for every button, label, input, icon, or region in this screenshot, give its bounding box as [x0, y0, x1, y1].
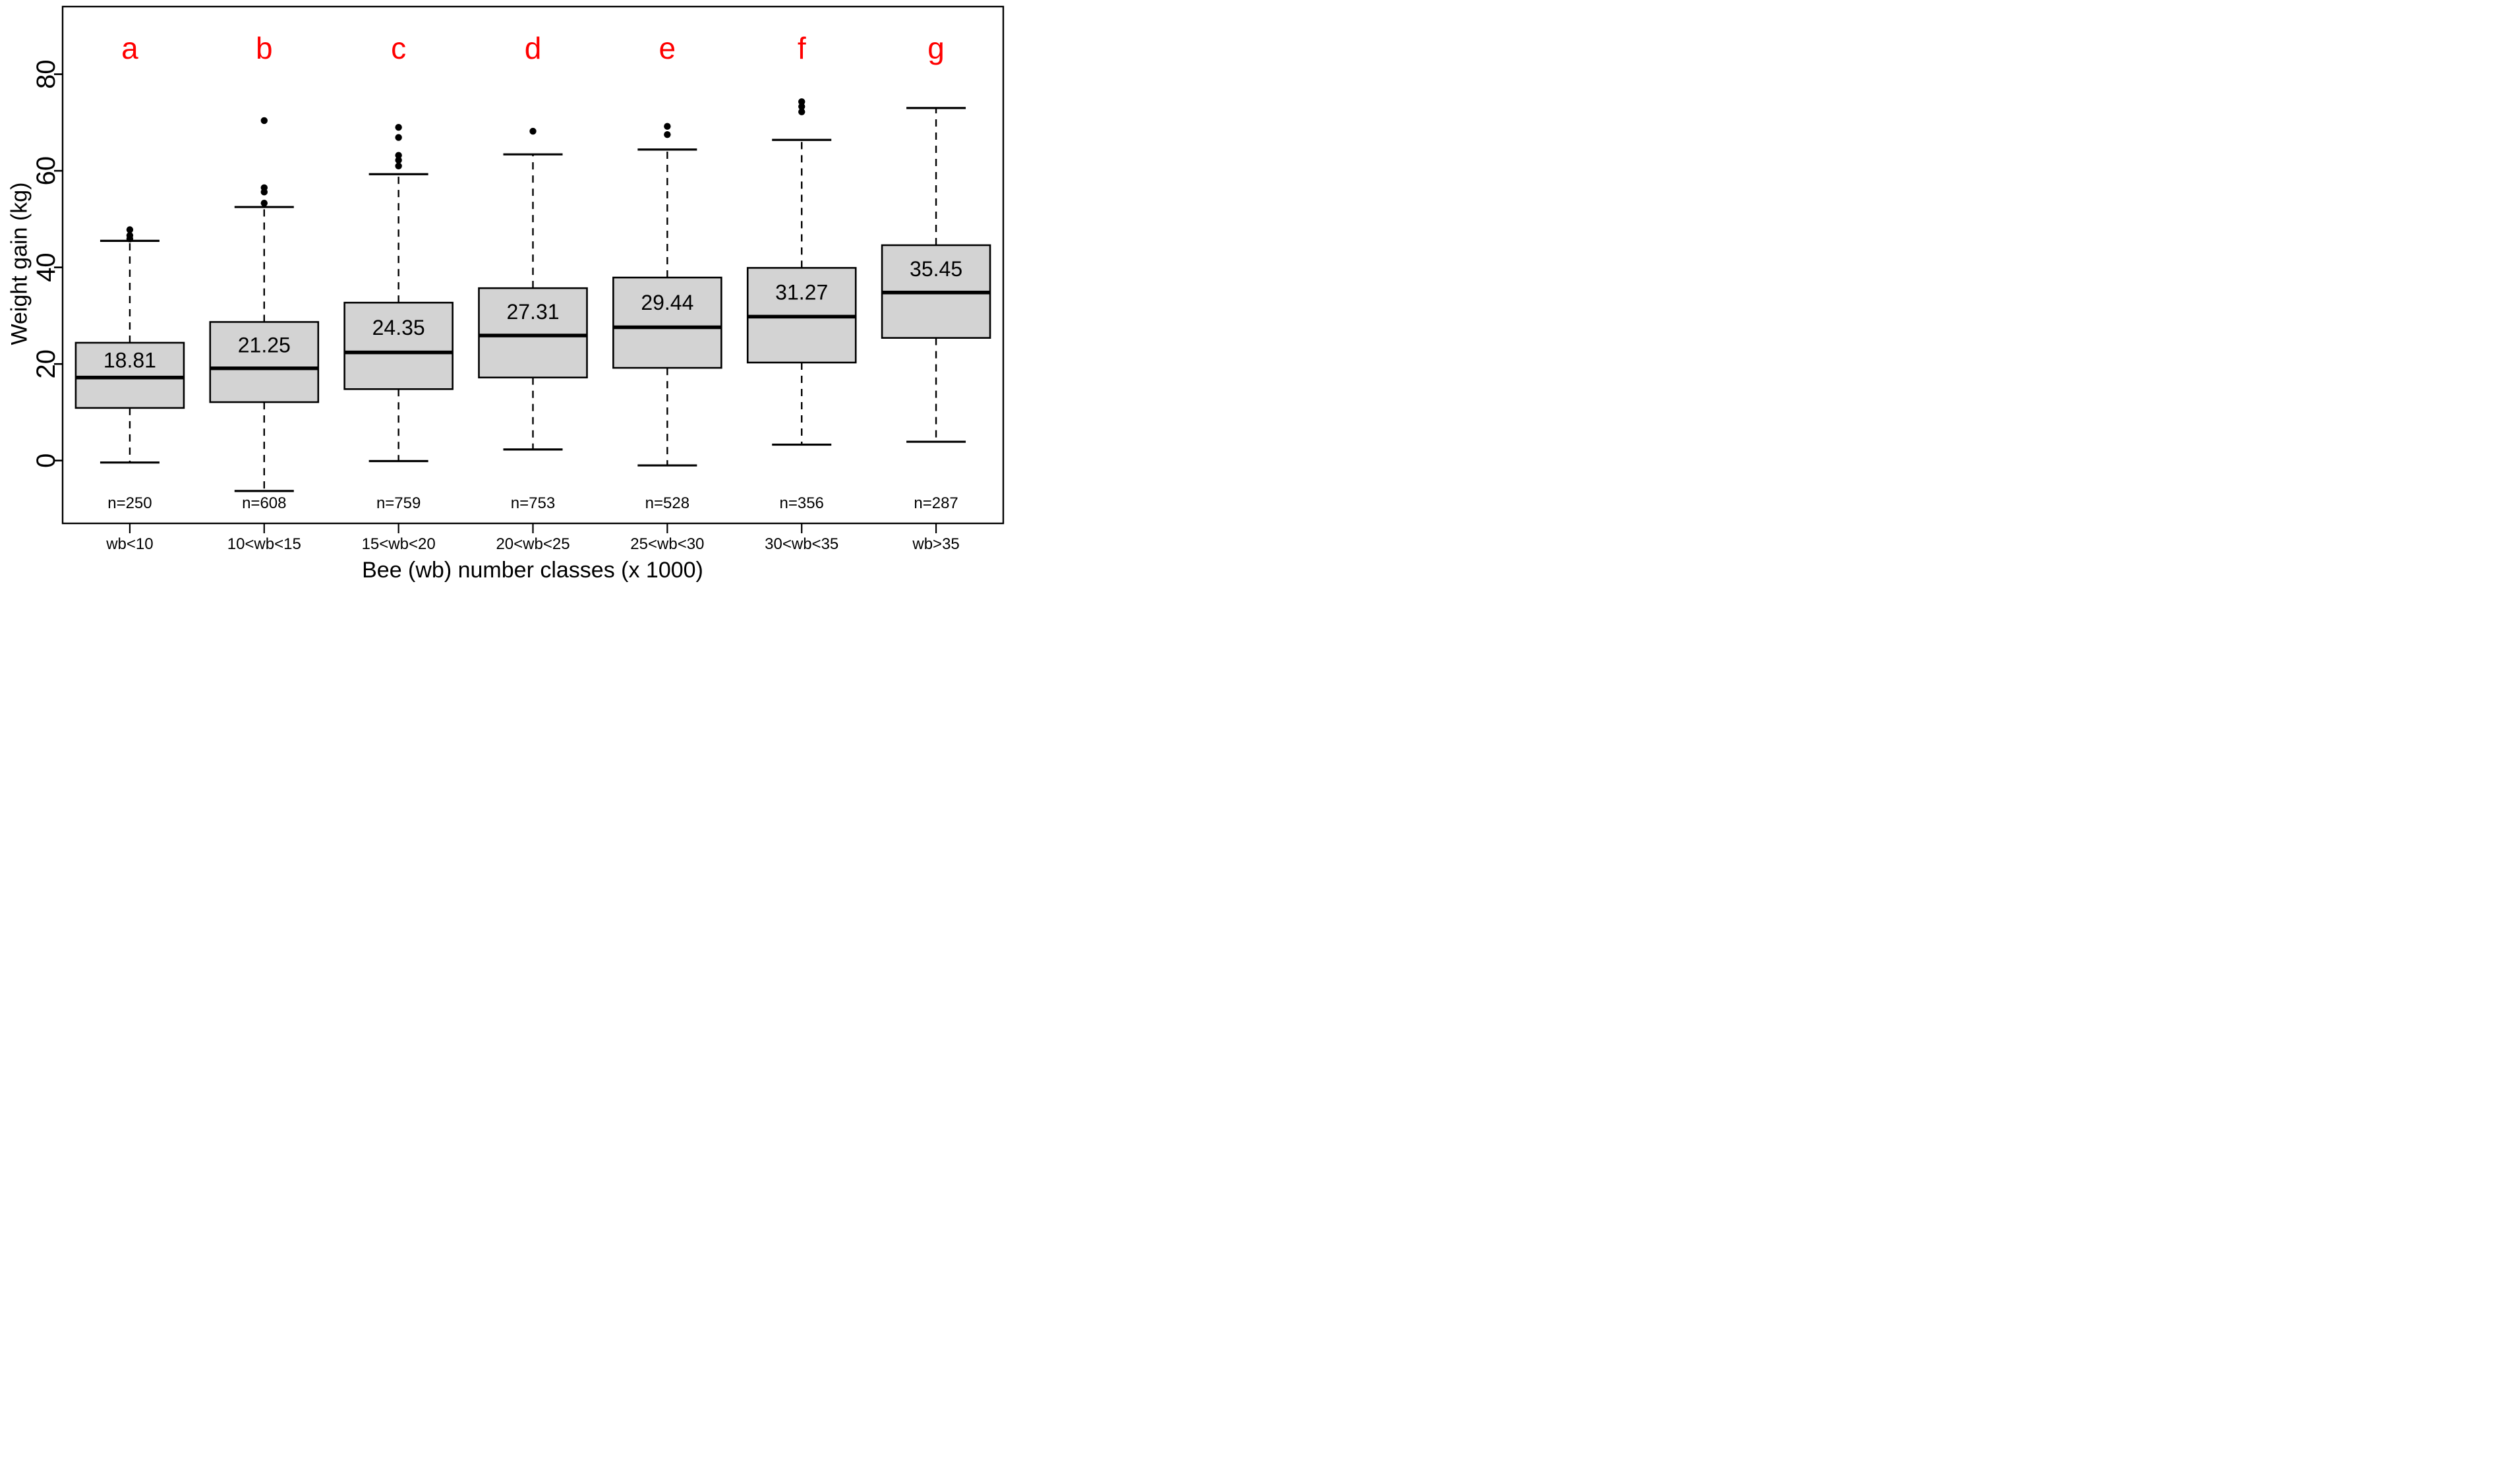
- mean-value-label: 18.81: [103, 348, 156, 372]
- outlier-dot: [395, 156, 402, 164]
- outlier-dot: [260, 200, 268, 207]
- sample-size-label: n=356: [780, 494, 824, 512]
- boxplot-figure: 0 20 40 60 80 18.81 a n=250 wb<10 21.25 b n=608 10<w…: [0, 0, 1008, 585]
- significance-letter: c: [391, 31, 406, 65]
- boxplot-canvas: 0 20 40 60 80 18.81 a n=250 wb<10 21.25 b n=608 10<w…: [32, 5, 1005, 553]
- outlier-dot: [395, 152, 402, 159]
- mean-value-label: 35.45: [910, 257, 962, 281]
- significance-letter: b: [256, 31, 273, 65]
- sample-size-label: n=753: [511, 494, 555, 512]
- outlier-dot: [664, 123, 671, 130]
- iqr-box: [478, 287, 588, 379]
- mean-value-label: 27.31: [506, 300, 559, 324]
- outlier-dot: [126, 226, 134, 233]
- mean-value-label: 21.25: [238, 334, 291, 357]
- significance-letter: f: [798, 31, 806, 65]
- significance-letter: a: [121, 31, 138, 65]
- y-tick-label: 80: [32, 59, 61, 89]
- y-tick-label: 20: [32, 349, 61, 379]
- outlier-dot: [126, 232, 134, 239]
- y-axis-title: Weight gain (kg): [7, 182, 32, 345]
- sample-size-label: n=250: [107, 494, 152, 512]
- x-tick-label: 15<wb<20: [362, 535, 436, 553]
- mean-value-label: 29.44: [641, 291, 693, 314]
- x-tick-label: wb>35: [912, 535, 959, 553]
- outlier-dot: [798, 108, 806, 115]
- sample-size-label: n=287: [914, 494, 958, 512]
- outlier-dot: [260, 184, 268, 191]
- x-tick-label: 25<wb<30: [630, 535, 704, 553]
- outlier-dot: [395, 123, 402, 131]
- outlier-dot: [798, 103, 806, 110]
- mean-value-label: 31.27: [775, 280, 828, 304]
- sample-size-label: n=528: [645, 494, 689, 512]
- iqr-box: [612, 276, 722, 369]
- y-tick-label: 0: [32, 453, 61, 468]
- outlier-dot: [798, 98, 806, 105]
- x-tick-label: 20<wb<25: [496, 535, 570, 553]
- x-axis-title: Bee (wb) number classes (x 1000): [362, 558, 703, 583]
- outlier-dot: [529, 127, 537, 135]
- iqr-box: [74, 341, 185, 409]
- x-tick-label: 10<wb<15: [227, 535, 301, 553]
- x-tick-label: wb<10: [105, 535, 153, 553]
- x-tick-label: 30<wb<35: [765, 535, 838, 553]
- outlier-dot: [395, 162, 402, 169]
- y-tick-label: 60: [32, 156, 61, 186]
- mean-value-label: 24.35: [372, 316, 425, 339]
- sample-size-label: n=759: [376, 494, 421, 512]
- sample-size-label: n=608: [242, 494, 286, 512]
- significance-letter: e: [659, 31, 676, 65]
- outlier-dot: [664, 131, 671, 138]
- outlier-dot: [395, 134, 402, 141]
- y-tick-label: 40: [32, 252, 61, 282]
- significance-letter: d: [525, 31, 542, 65]
- significance-letter: g: [927, 31, 945, 65]
- outlier-dot: [260, 117, 268, 125]
- iqr-box: [343, 301, 454, 390]
- iqr-box: [209, 321, 320, 403]
